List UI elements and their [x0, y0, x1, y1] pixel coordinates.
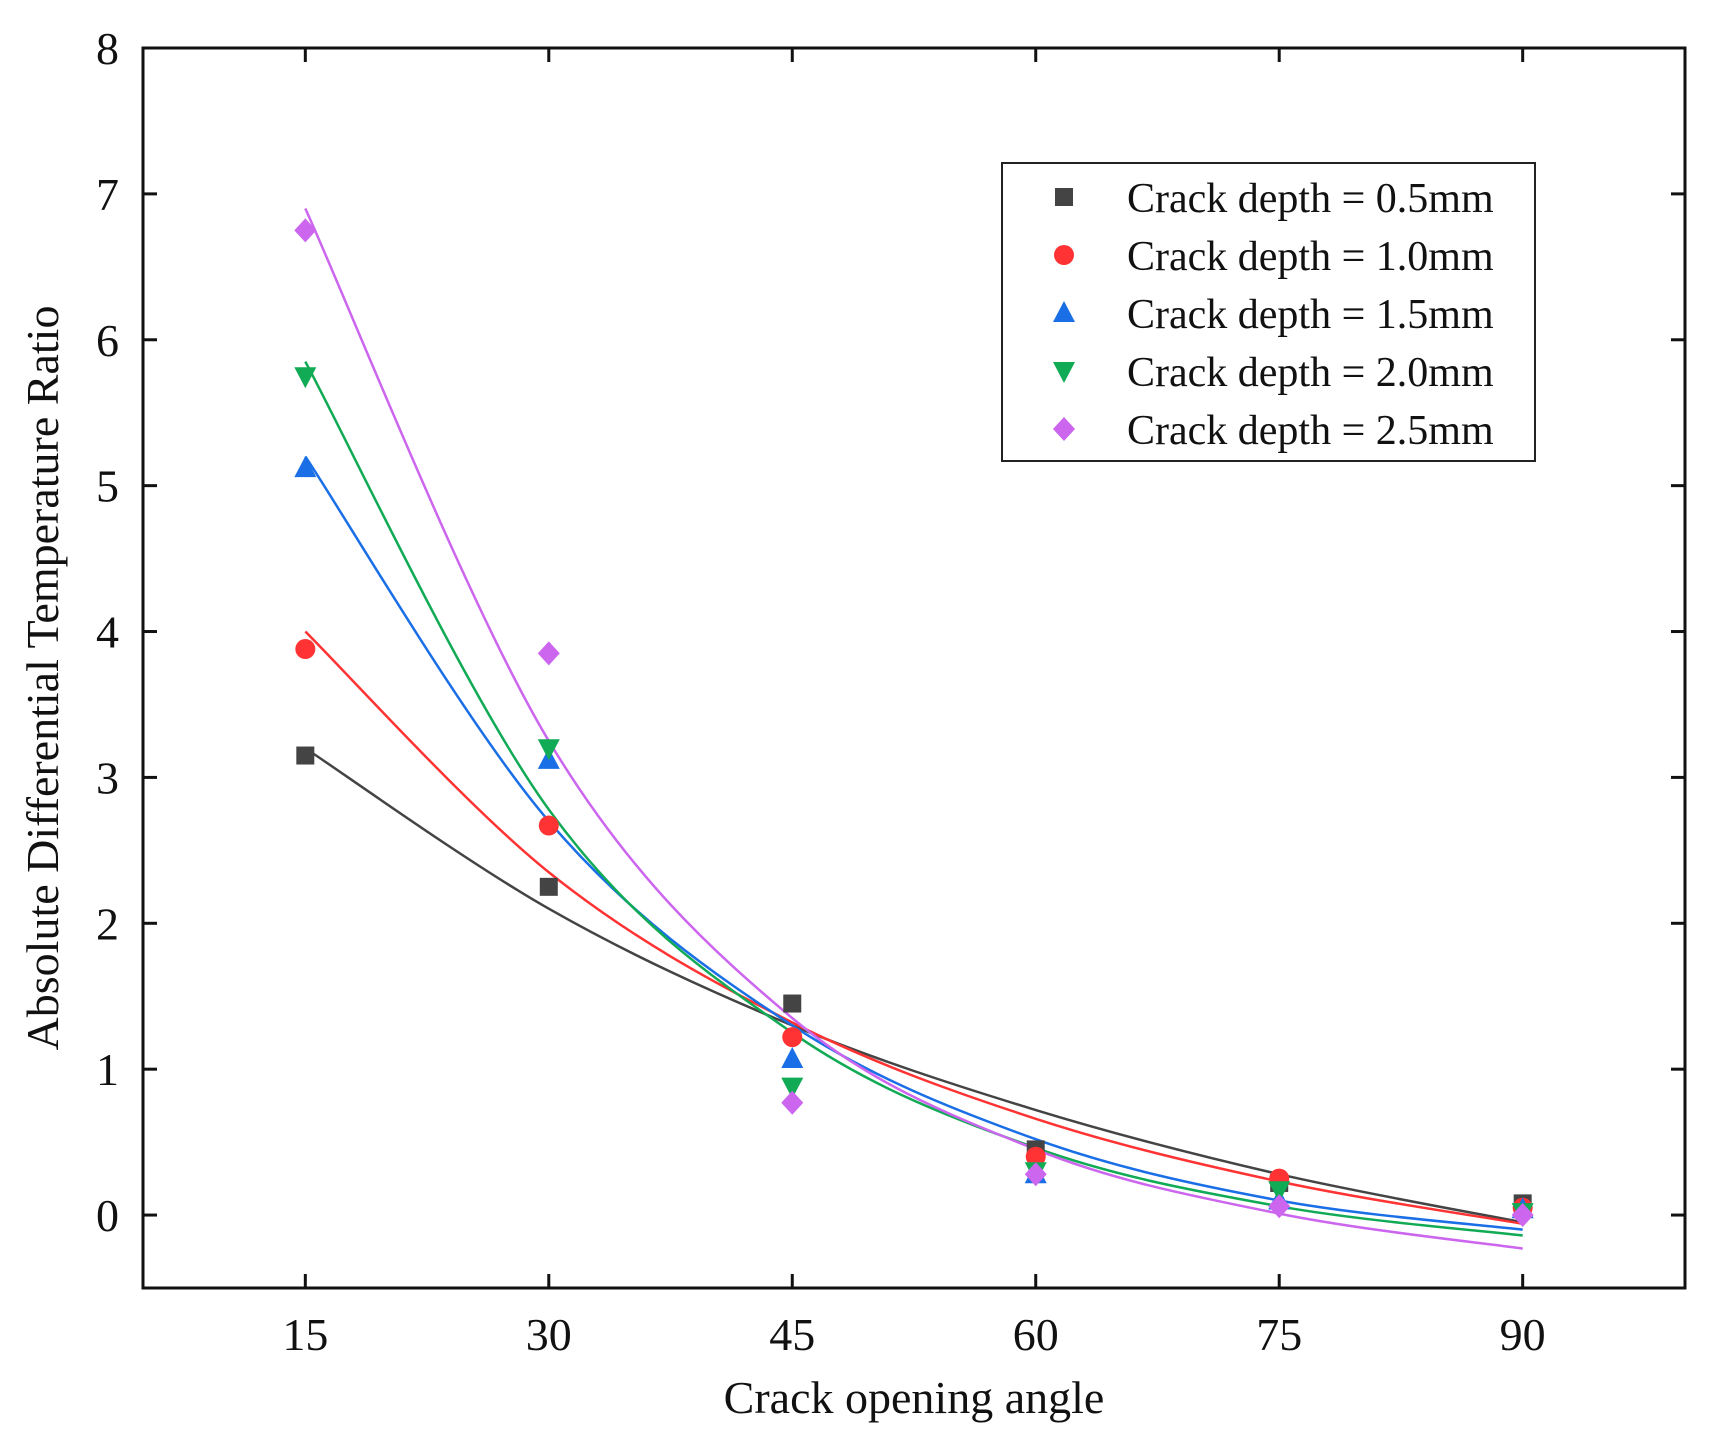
data-point-series-5 [537, 641, 560, 666]
data-point-series-1 [296, 746, 315, 765]
data-point-series-4 [294, 367, 317, 389]
legend-marker-3 [1053, 301, 1075, 322]
fit-line-series-2 [304, 630, 1523, 1226]
data-point-series-1 [783, 994, 802, 1013]
y-tick-label: 8 [96, 23, 119, 74]
data-point-series-4 [781, 1077, 804, 1099]
data-point-series-5 [1024, 1162, 1047, 1187]
data-point-series-3 [781, 1046, 804, 1068]
data-point-series-2 [295, 639, 316, 660]
y-tick-label: 6 [96, 315, 119, 366]
y-axis-title: Absolute Differential Temperature Ratio [17, 306, 68, 1051]
x-tick-label: 75 [1256, 1309, 1302, 1360]
legend-label-1: Crack depth = 0.5mm [1127, 176, 1494, 222]
y-tick-label: 5 [96, 461, 119, 512]
data-point-series-4 [537, 739, 560, 761]
y-tick-label: 2 [96, 898, 119, 949]
legend-marker-5 [1053, 417, 1075, 441]
y-tick-label: 4 [96, 607, 119, 658]
data-point-series-2 [1025, 1146, 1046, 1167]
x-tick-label: 45 [769, 1309, 815, 1360]
data-point-series-5 [1511, 1203, 1534, 1228]
data-point-series-1 [539, 877, 558, 896]
y-tick-label: 1 [96, 1044, 119, 1095]
legend-marker-2 [1054, 245, 1074, 265]
plot-frame [141, 46, 1687, 1290]
x-tick-label: 60 [1013, 1309, 1059, 1360]
x-tick-label: 90 [1500, 1309, 1546, 1360]
legend-marker-1 [1055, 188, 1073, 206]
y-tick-label: 7 [96, 169, 119, 220]
data-point-series-2 [782, 1027, 803, 1048]
legend-label-3: Crack depth = 1.5mm [1127, 292, 1494, 338]
legend-label-4: Crack depth = 2.0mm [1127, 350, 1494, 396]
y-tick-label: 3 [96, 752, 119, 803]
fit-line-series-3 [304, 455, 1523, 1231]
data-point-series-2 [538, 815, 559, 836]
y-tick-label: 0 [96, 1190, 119, 1241]
x-tick-label: 30 [526, 1309, 572, 1360]
data-point-series-5 [781, 1090, 804, 1115]
legend-label-5: Crack depth = 2.5mm [1127, 408, 1494, 454]
legend-box [1001, 162, 1536, 462]
x-axis-title: Crack opening angle [724, 1372, 1105, 1423]
data-point-series-3 [294, 456, 317, 478]
fit-line-series-1 [304, 747, 1523, 1224]
legend-marker-4 [1053, 362, 1075, 383]
data-point-series-4 [1268, 1181, 1291, 1203]
data-point-series-5 [1268, 1194, 1291, 1219]
data-point-series-5 [294, 218, 317, 243]
legend-label-2: Crack depth = 1.0mm [1127, 234, 1494, 280]
data-markers [294, 218, 1534, 1228]
legend: Crack depth = 0.5mm Crack depth = 1.0mm Cr… [1001, 162, 1536, 462]
x-tick-label: 15 [282, 1309, 328, 1360]
